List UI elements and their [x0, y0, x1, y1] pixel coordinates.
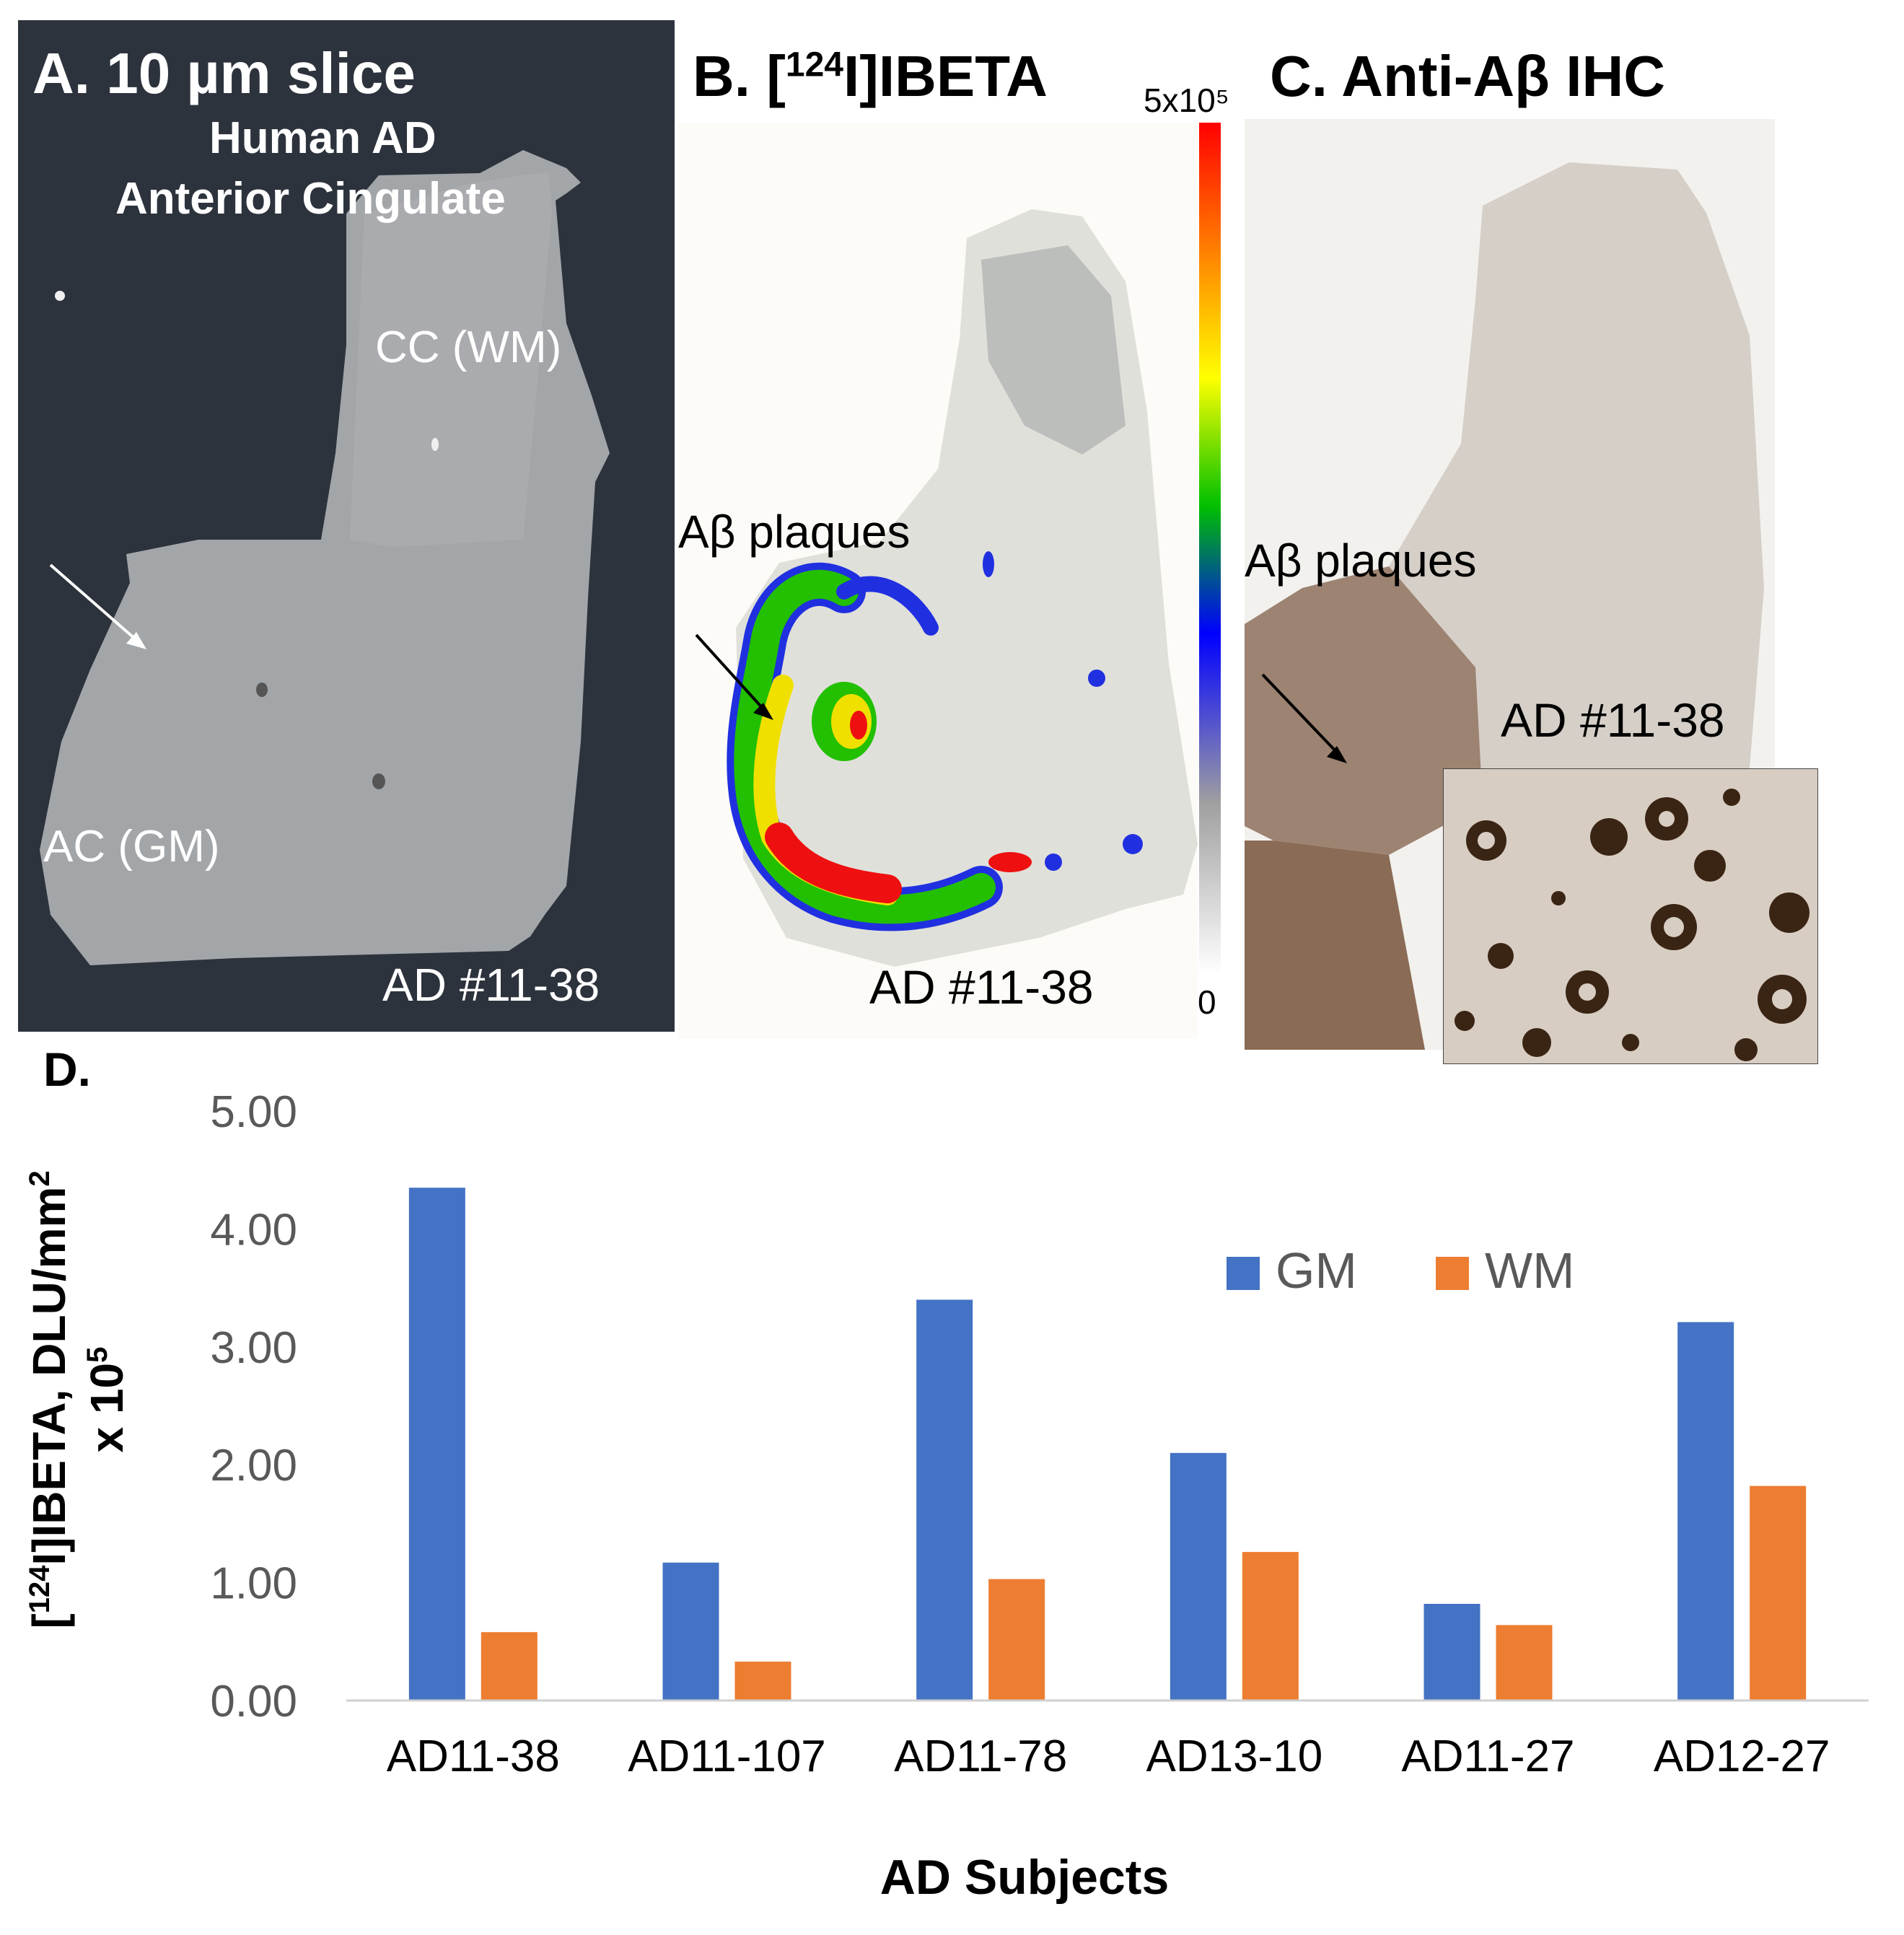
x-tick-label: AD12-27	[1654, 1732, 1830, 1781]
arrow-icon	[695, 633, 773, 720]
legend-label-wm: WM	[1485, 1242, 1574, 1299]
bar-wm-ad11-27	[1496, 1625, 1553, 1701]
y-axis-title-line2: x 105	[81, 1347, 133, 1453]
bar-wm-ad11-38	[481, 1632, 538, 1701]
bar-wm-ad11-78	[988, 1579, 1045, 1701]
y-tick-label: 0.00	[210, 1677, 297, 1726]
panel-a-title: A. 10 µm slice	[32, 41, 416, 105]
legend-swatch-wm	[1436, 1257, 1469, 1290]
bar-gm-ad12-27	[1677, 1322, 1734, 1701]
panel-c-plaques-label: Aβ plaques	[1245, 535, 1477, 587]
color-scale-bar	[1199, 123, 1221, 974]
bar-gm-ad11-38	[408, 1188, 465, 1701]
label-ac-gm: AC (GM)	[43, 822, 220, 872]
scale-max-label: 5x10⁵	[1144, 82, 1229, 119]
y-tick-label: 2.00	[210, 1441, 297, 1491]
x-axis-ticks: AD11-38 AD11-107 AD11-78 AD13-10 AD11-27 AD12…	[387, 1732, 1830, 1781]
x-tick-label: AD11-38	[387, 1732, 560, 1781]
panel-b-autoradiography-image: Aβ plaques AD #11-38	[678, 123, 1198, 1039]
chart-legend: GM WM	[1227, 1242, 1574, 1299]
panel-b-subject: AD #11-38	[869, 960, 1094, 1014]
bar-gm-ad13-10	[1170, 1452, 1227, 1701]
panel-c-subject: AD #11-38	[1501, 693, 1725, 747]
y-tick-label: 3.00	[210, 1323, 297, 1373]
x-tick-label: AD11-27	[1401, 1732, 1574, 1781]
bar-gm-ad11-107	[662, 1562, 719, 1701]
panel-a-subtitle-1: Human AD	[209, 113, 436, 163]
x-tick-label: AD11-78	[894, 1732, 1067, 1781]
label-cc-wm: CC (WM)	[375, 322, 562, 372]
y-axis-title-line1: [124I]IBETA, DLU/mm2	[23, 1170, 75, 1628]
arrow-icon	[49, 563, 146, 649]
ihc-inset-image	[1443, 768, 1818, 1064]
y-tick-label: 1.00	[210, 1559, 297, 1609]
panel-b-title: B. [124I]IBETA	[693, 44, 1048, 108]
y-tick-label: 5.00	[210, 1087, 297, 1137]
bar-wm-ad13-10	[1242, 1552, 1299, 1701]
arrow-icon	[1261, 673, 1347, 763]
tissue-slice-shape	[40, 150, 610, 965]
panel-a-slice-image: A. 10 µm slice Human AD Anterior Cingula…	[18, 20, 675, 1032]
bars	[408, 1188, 1807, 1701]
panel-b-plaques-label: Aβ plaques	[678, 506, 911, 558]
legend-label-gm: GM	[1276, 1242, 1357, 1299]
x-axis-title: AD Subjects	[880, 1850, 1170, 1905]
x-tick-label: AD11-107	[628, 1732, 826, 1781]
panel-a-subject: AD #11-38	[382, 959, 600, 1011]
bar-gm-ad11-78	[916, 1299, 973, 1701]
y-axis-ticks: 0.00 1.00 2.00 3.00 4.00 5.00	[210, 1087, 297, 1726]
scale-min-label: 0	[1198, 983, 1216, 1021]
autoradiography-shape	[727, 209, 1198, 967]
legend-swatch-gm	[1227, 1257, 1260, 1290]
panel-a-subtitle-2: Anterior Cingulate	[115, 174, 506, 224]
panel-c-title: C. Anti-Aβ IHC	[1270, 44, 1666, 108]
bar-wm-ad11-107	[734, 1662, 791, 1701]
bar-gm-ad11-27	[1423, 1604, 1480, 1701]
bar-wm-ad12-27	[1750, 1486, 1807, 1701]
x-tick-label: AD13-10	[1146, 1732, 1322, 1781]
chart-panel-label: D.	[43, 1043, 91, 1096]
y-tick-label: 4.00	[210, 1205, 297, 1255]
